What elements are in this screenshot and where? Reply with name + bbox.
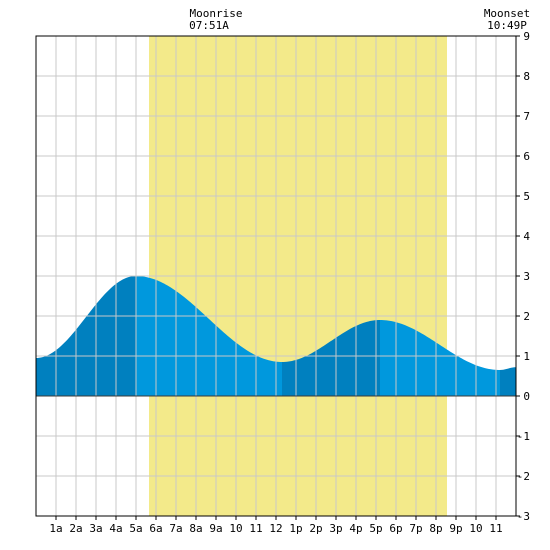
x-tick-label: 9p bbox=[449, 522, 462, 535]
x-tick-label: 12 bbox=[269, 522, 282, 535]
x-tick-label: 5p bbox=[369, 522, 382, 535]
x-tick-label: 4p bbox=[349, 522, 362, 535]
moonrise-label: Moonrise bbox=[190, 7, 243, 20]
y-tick-label: 1 bbox=[523, 350, 530, 363]
x-tick-label: 6p bbox=[389, 522, 402, 535]
x-tick-label: 3a bbox=[89, 522, 102, 535]
tide-segment-rising bbox=[36, 276, 136, 396]
x-tick-label: 2p bbox=[309, 522, 322, 535]
tide-segment-falling bbox=[380, 320, 500, 396]
x-tick-label: 9a bbox=[209, 522, 222, 535]
y-tick-label: 0 bbox=[523, 390, 530, 403]
x-tick-label: 7a bbox=[169, 522, 182, 535]
y-tick-label: 2 bbox=[523, 310, 530, 323]
y-tick-label: 7 bbox=[523, 110, 530, 123]
x-tick-label: 1a bbox=[49, 522, 62, 535]
x-tick-label: 2a bbox=[69, 522, 82, 535]
moonrise-time: 07:51A bbox=[189, 19, 229, 32]
y-tick-label: 5 bbox=[523, 190, 530, 203]
y-tick-label: -2 bbox=[517, 470, 530, 483]
x-tick-label: 7p bbox=[409, 522, 422, 535]
y-tick-label: 9 bbox=[523, 30, 530, 43]
y-tick-label: -1 bbox=[517, 430, 530, 443]
y-tick-label: 8 bbox=[523, 70, 530, 83]
moonset-time: 10:49P bbox=[487, 19, 527, 32]
x-tick-label: 10 bbox=[229, 522, 242, 535]
tide-segment-falling bbox=[136, 276, 282, 396]
x-tick-label: 3p bbox=[329, 522, 342, 535]
moonset-label: Moonset bbox=[484, 7, 530, 20]
tide-segment-rising bbox=[500, 367, 516, 396]
x-tick-label: 1p bbox=[289, 522, 302, 535]
x-tick-label: 5a bbox=[129, 522, 142, 535]
x-tick-label: 8a bbox=[189, 522, 202, 535]
x-tick-label: 10 bbox=[469, 522, 482, 535]
y-tick-label: 4 bbox=[523, 230, 530, 243]
y-tick-label: 3 bbox=[523, 270, 530, 283]
y-tick-label: -3 bbox=[517, 510, 530, 523]
x-tick-label: 8p bbox=[429, 522, 442, 535]
y-tick-label: 6 bbox=[523, 150, 530, 163]
x-tick-label: 4a bbox=[109, 522, 122, 535]
x-tick-label: 6a bbox=[149, 522, 162, 535]
x-tick-label: 11 bbox=[489, 522, 502, 535]
x-tick-label: 11 bbox=[249, 522, 262, 535]
